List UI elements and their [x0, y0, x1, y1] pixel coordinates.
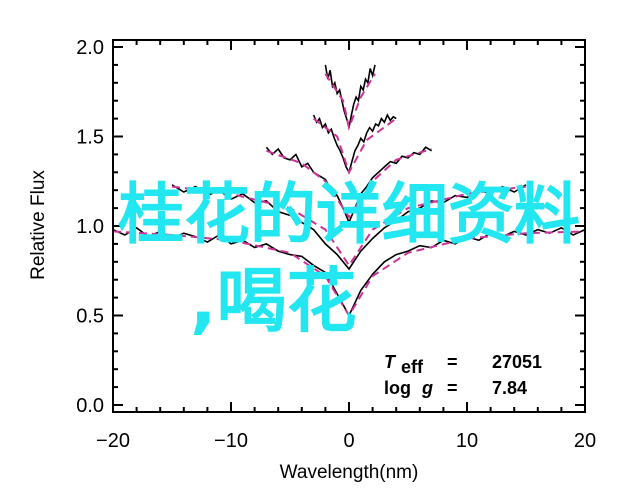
model-5-line	[324, 73, 376, 132]
tick-layer: −20 −10 0 10 20 0.0 0.5 1.0 1.5 2.0	[76, 37, 596, 452]
logg-label: log	[384, 378, 411, 398]
model-2-line	[171, 185, 527, 268]
observed-5-line	[324, 64, 376, 128]
x-tick-label: 10	[456, 430, 478, 452]
observed-2-line	[171, 184, 527, 271]
logg-annotation: log g = 7.84	[384, 378, 527, 398]
teff-subscript: eff	[401, 357, 424, 377]
model-1-line	[112, 230, 586, 318]
overlay-title-line1: 桂花的详细资料	[118, 176, 580, 253]
logg-equals: =	[447, 378, 458, 398]
x-tick-label: 20	[574, 430, 596, 452]
teff-symbol: T	[384, 352, 397, 372]
y-axis-title: Relative Flux	[28, 170, 49, 280]
overlay-title-line2: ,喝花	[190, 260, 357, 342]
y-tick-label: 0.5	[76, 306, 104, 328]
model-3-line	[266, 148, 432, 219]
x-tick-label: −20	[96, 430, 130, 452]
logg-value: 7.84	[492, 378, 527, 398]
model-4-line	[312, 117, 397, 175]
teff-annotation: T eff = 27051	[384, 352, 542, 377]
x-axis-title: Wavelength(nm)	[280, 462, 419, 483]
y-tick-label: 1.5	[76, 127, 104, 149]
teff-equals: =	[447, 352, 458, 372]
observed-3-line	[265, 146, 433, 225]
x-tick-label: 0	[343, 430, 354, 452]
series-layer	[112, 64, 586, 318]
logg-g: g	[421, 378, 433, 398]
y-tick-label: 0.0	[76, 395, 104, 417]
y-tick-label: 1.0	[76, 216, 104, 238]
y-tick-label: 2.0	[76, 37, 104, 59]
observed-4-line	[312, 113, 397, 175]
x-tick-label: −10	[214, 430, 248, 452]
teff-value: 27051	[492, 352, 542, 372]
